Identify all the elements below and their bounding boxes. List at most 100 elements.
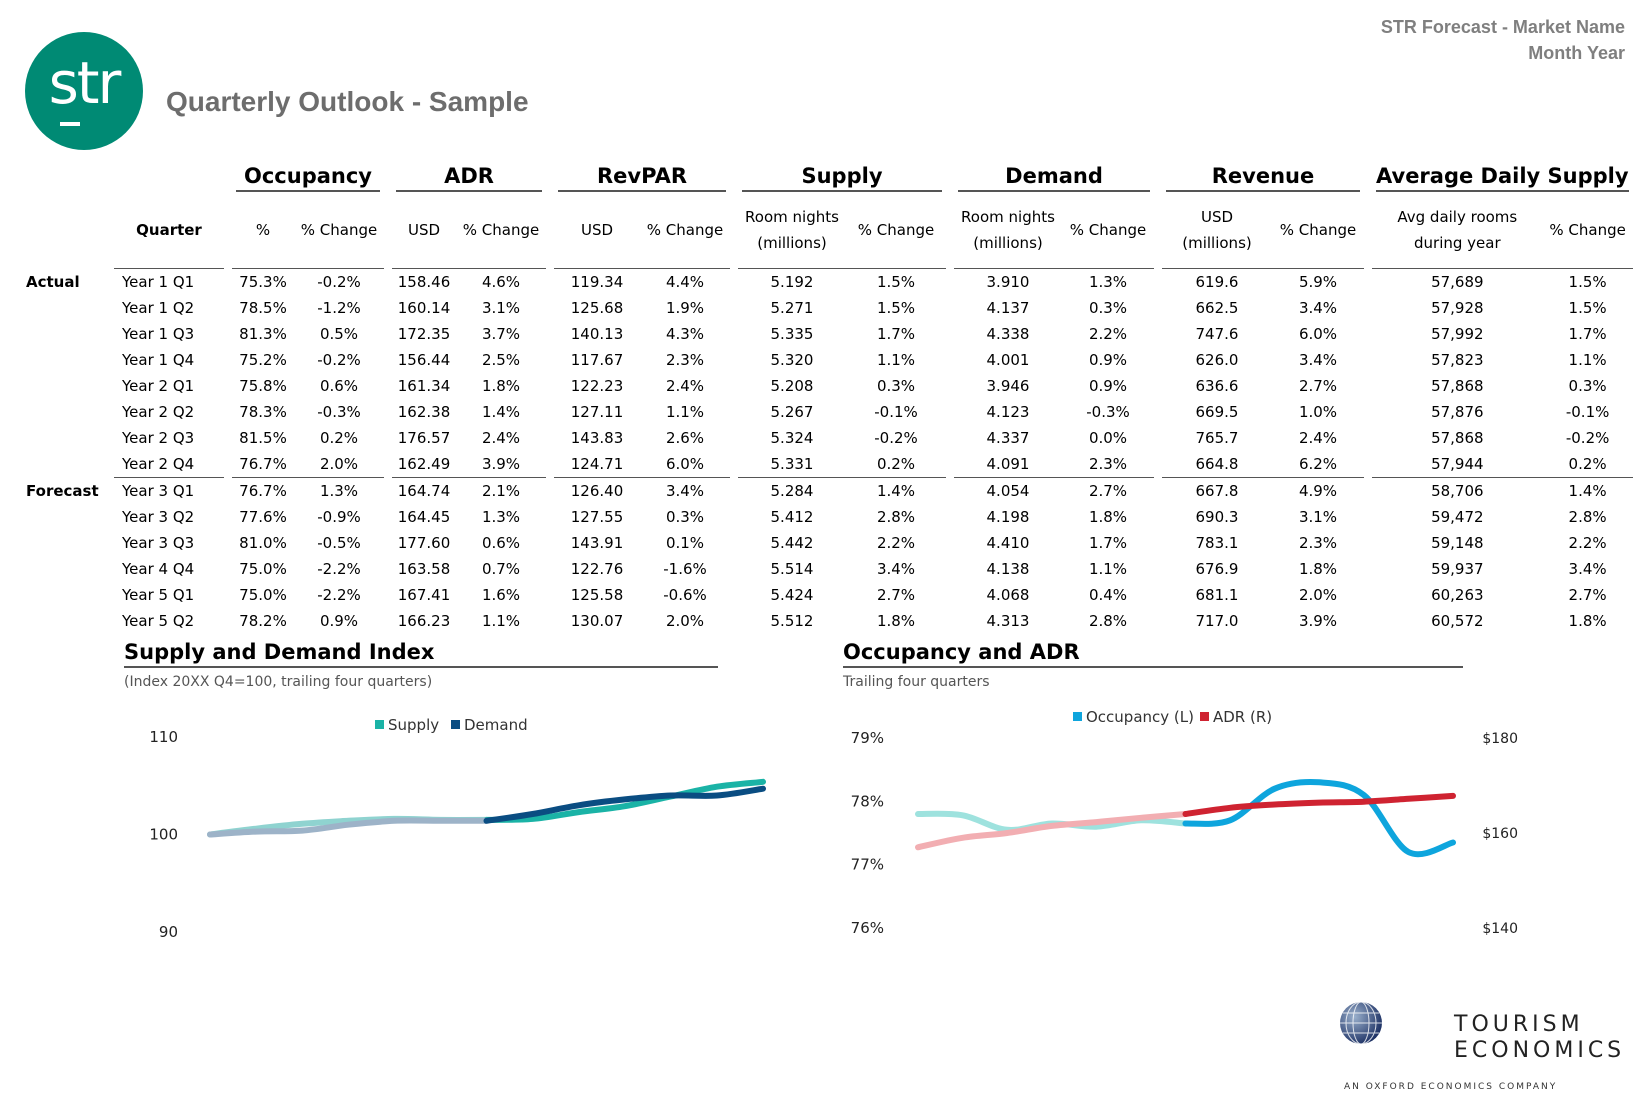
- value-cell: 5.271: [770, 299, 814, 317]
- y-right-tick-label: $160: [1482, 826, 1518, 842]
- value-cell: -0.1%: [1565, 403, 1610, 421]
- value-cell: 3.4%: [1568, 560, 1607, 578]
- value-cell: -2.2%: [317, 586, 361, 604]
- value-cell: 0.0%: [1088, 429, 1128, 447]
- value-cell: 57,868: [1431, 429, 1484, 447]
- value-cell: 2.8%: [1088, 612, 1128, 630]
- value-cell: 143.83: [570, 429, 624, 447]
- value-cell: 0.3%: [1088, 299, 1128, 317]
- occupancy-forecast-line: [1182, 778, 1456, 858]
- section-label: Forecast: [26, 481, 99, 500]
- y-tick-label: 100: [149, 826, 178, 844]
- value-cell: 0.2%: [319, 429, 359, 447]
- table-row: Year 1 Q2 78.5% -1.2% 160.14 3.1% 125.68 1.9% 5…: [20, 295, 1633, 321]
- value-cell: 78.5%: [239, 299, 287, 317]
- report-period: Month Year: [1528, 43, 1625, 63]
- quarter-cell: Year 1 Q1: [114, 268, 224, 295]
- value-cell: 1.4%: [481, 403, 521, 421]
- table-row: Year 1 Q4 75.2% -0.2% 156.44 2.5% 117.67 2.3% 5…: [20, 347, 1633, 373]
- legend-swatch: [451, 720, 460, 729]
- value-cell: 0.7%: [481, 560, 521, 578]
- value-cell: 3.4%: [1298, 299, 1338, 317]
- group-header-row: Occupancy ADR RevPAR Supply Demand Reven…: [20, 164, 1633, 192]
- report-name: STR Forecast - Market Name: [1380, 17, 1625, 37]
- value-cell: 60,572: [1431, 612, 1484, 630]
- value-cell: 0.6%: [319, 377, 359, 395]
- table-row: Actual Year 1 Q1 75.3% -0.2% 158.46 4.6% 119.3…: [20, 268, 1633, 295]
- value-cell: 1.8%: [876, 612, 916, 630]
- value-cell: 1.1%: [665, 403, 705, 421]
- value-cell: 78.3%: [239, 403, 287, 421]
- legend-label: ADR (R): [1213, 708, 1272, 726]
- value-cell: 4.337: [986, 429, 1030, 447]
- value-cell: 4.068: [986, 586, 1030, 604]
- value-cell: 0.4%: [1088, 586, 1128, 604]
- value-cell: 81.0%: [239, 534, 287, 552]
- value-cell: 1.3%: [481, 508, 521, 526]
- section-label: [20, 530, 114, 556]
- value-cell: 60,263: [1431, 586, 1484, 604]
- group-average-daily-supply: Average Daily Supply: [1372, 164, 1633, 192]
- demand-room-nights-header: Room nights (millions): [961, 208, 1055, 252]
- value-cell: 57,868: [1431, 377, 1484, 395]
- quarter-cell: Year 5 Q1: [122, 586, 195, 604]
- value-cell: 4.6%: [456, 268, 546, 295]
- y-tick-label: 110: [149, 728, 178, 746]
- demand-forecast-line: [483, 785, 766, 824]
- value-cell: 0.2%: [876, 455, 916, 473]
- y-right-tick-label: $180: [1482, 731, 1518, 747]
- value-cell: 166.23: [397, 612, 451, 630]
- str-logo: str: [25, 32, 143, 150]
- value-cell: 1.8%: [1568, 612, 1607, 630]
- value-cell: 160.14: [397, 299, 451, 317]
- value-cell: 130.07: [570, 612, 624, 630]
- value-cell: 125.58: [570, 586, 624, 604]
- adr-usd-header: USD: [407, 221, 441, 239]
- value-cell: 124.71: [570, 455, 624, 473]
- value-cell: 3.910: [954, 268, 1062, 295]
- value-cell: 176.57: [397, 429, 451, 447]
- demand-change-header: % Change: [1069, 221, 1147, 239]
- value-cell: 626.0: [1195, 351, 1239, 369]
- value-cell: 0.2%: [1568, 455, 1607, 473]
- value-cell: 1.1%: [481, 612, 521, 630]
- value-cell: 4.123: [986, 403, 1030, 421]
- value-cell: 143.91: [570, 534, 624, 552]
- value-cell: 75.0%: [239, 586, 287, 604]
- legend-label: Demand: [464, 716, 528, 734]
- globe-icon: [1340, 1001, 1382, 1045]
- value-cell: 177.60: [397, 534, 451, 552]
- table-row: Forecast Year 3 Q1 76.7% 1.3% 164.74 2.1% 126.…: [20, 477, 1633, 504]
- value-cell: 3.1%: [1298, 508, 1338, 526]
- value-cell: 1.9%: [665, 299, 705, 317]
- value-cell: 3.4%: [876, 560, 916, 578]
- chart-title: Occupancy and ADR: [843, 640, 1080, 664]
- value-cell: 117.67: [570, 351, 624, 369]
- value-cell: 57,992: [1431, 325, 1484, 343]
- value-cell: 4.054: [954, 477, 1062, 504]
- legend-label: Supply: [388, 716, 439, 734]
- page-title: Quarterly Outlook - Sample: [166, 86, 529, 117]
- table-row: Year 2 Q1 75.8% 0.6% 161.34 1.8% 122.23 2.4% 5.…: [20, 373, 1633, 399]
- supply-room-nights-header: Room nights (millions): [745, 208, 839, 252]
- group-adr: ADR: [392, 164, 546, 192]
- value-cell: 1.0%: [1298, 403, 1338, 421]
- value-cell: 6.0%: [1298, 325, 1338, 343]
- value-cell: 2.2%: [1088, 325, 1128, 343]
- value-cell: 57,944: [1431, 455, 1484, 473]
- value-cell: 5.331: [770, 455, 814, 473]
- value-cell: 619.6: [1162, 268, 1272, 295]
- legend-label: Occupancy (L): [1086, 708, 1194, 726]
- report-header: STR Forecast - Market Name Month Year: [1381, 14, 1625, 66]
- value-cell: 690.3: [1195, 508, 1239, 526]
- value-cell: 158.46: [392, 268, 456, 295]
- value-cell: 0.6%: [481, 534, 521, 552]
- value-cell: 1.1%: [876, 351, 916, 369]
- value-cell: 2.5%: [481, 351, 521, 369]
- legend-swatch: [375, 720, 384, 729]
- value-cell: 140.13: [570, 325, 624, 343]
- legend-swatch: [1073, 712, 1082, 721]
- value-cell: 783.1: [1195, 534, 1239, 552]
- value-cell: 0.1%: [665, 534, 705, 552]
- value-cell: 3.4%: [1298, 351, 1338, 369]
